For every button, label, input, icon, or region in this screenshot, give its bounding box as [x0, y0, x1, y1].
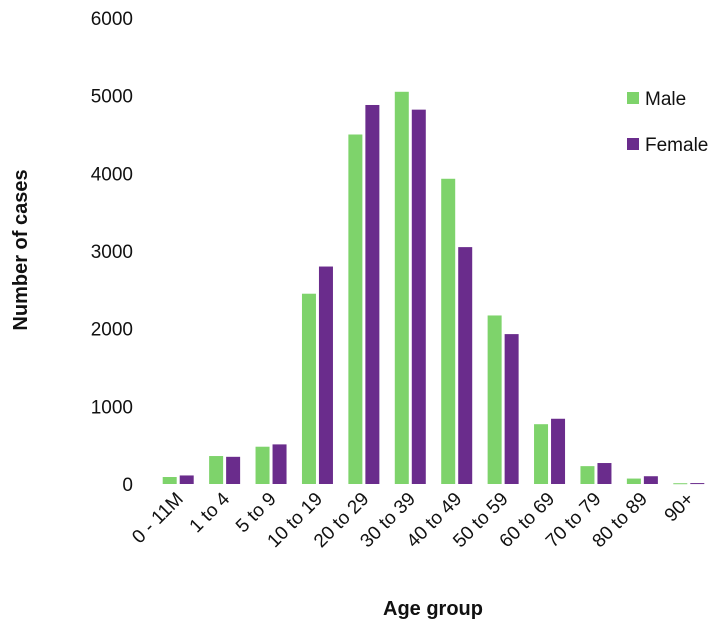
legend-label-male: Male: [645, 89, 686, 110]
bar-female: [551, 418, 566, 484]
y-tick-label: 5000: [91, 87, 133, 108]
legend-label-female: Female: [645, 135, 708, 156]
legend-swatch-female: [627, 138, 639, 150]
y-tick-label: 0: [122, 475, 133, 496]
bar-male: [673, 483, 688, 485]
bar-male: [626, 478, 641, 484]
x-tick-label: 90+: [661, 489, 699, 527]
legend-swatch-male: [627, 92, 639, 104]
bar-male: [534, 424, 549, 484]
bar-male: [441, 178, 456, 484]
y-tick-label: 1000: [91, 397, 133, 418]
x-tick-label: 0 - 11M: [128, 489, 187, 548]
bar-male: [580, 466, 595, 484]
bar-female: [690, 483, 705, 485]
bar-male: [255, 446, 270, 484]
y-axis-ticks: 0 1000 2000 3000 4000 5000 6000: [91, 9, 133, 496]
y-tick-label: 6000: [91, 9, 133, 30]
x-tick-label: 1 to 4: [186, 488, 235, 537]
bar-male: [209, 456, 224, 484]
bar-female: [458, 247, 473, 484]
bar-female: [318, 266, 333, 484]
bar-male: [301, 293, 316, 484]
y-tick-label: 2000: [91, 320, 133, 341]
x-axis-title: Age group: [383, 598, 483, 620]
legend: Male Female: [627, 89, 708, 156]
bar-female: [411, 109, 426, 484]
bar-male: [162, 477, 177, 484]
bar-female: [272, 444, 287, 484]
bar-male: [394, 91, 409, 485]
y-tick-label: 3000: [91, 242, 133, 263]
bar-male: [487, 315, 502, 484]
bar-female: [226, 456, 241, 484]
bar-female: [179, 475, 194, 484]
bar-female: [504, 334, 519, 484]
bar-female: [365, 104, 380, 484]
bars: [162, 91, 705, 485]
bar-male: [348, 134, 363, 484]
y-tick-label: 4000: [91, 164, 133, 185]
bar-female: [597, 463, 612, 484]
y-axis-title: Number of cases: [10, 169, 32, 330]
bar-female: [643, 476, 658, 484]
